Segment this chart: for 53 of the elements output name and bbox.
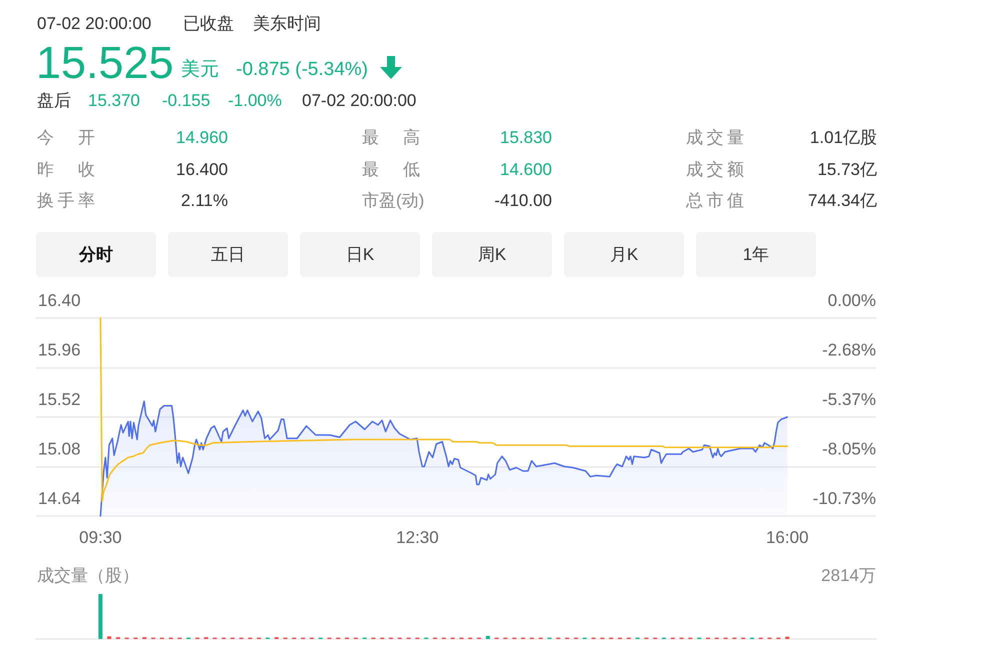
- text: 周K: [432, 232, 552, 277]
- text: 15.370: [88, 90, 140, 110]
- y-tick-label: 15.52: [38, 390, 81, 409]
- text: 最 低: [362, 160, 420, 178]
- text: 07-02 20:00:00: [37, 14, 152, 32]
- text: 14.960: [176, 128, 228, 146]
- text: 16.400: [176, 160, 228, 178]
- bar: [98, 594, 102, 639]
- text: 分时: [36, 232, 156, 277]
- bar: [486, 636, 490, 639]
- y-tick-label: 15.08: [38, 440, 81, 458]
- text: 美东时间: [253, 14, 321, 32]
- text: 换手率: [37, 190, 95, 210]
- bar: [107, 636, 112, 639]
- x-tick-label: 12:30: [396, 528, 439, 547]
- y-tick-label: 15.96: [38, 340, 81, 360]
- text: 五日: [168, 232, 288, 277]
- text: 15.525: [36, 36, 174, 88]
- text: 美元: [181, 58, 219, 80]
- x-tick-label: 09:30: [79, 528, 122, 547]
- y-tick-label: 16.40: [38, 291, 81, 310]
- text: 1.01亿股: [810, 128, 877, 146]
- x-tick-label: 16:00: [766, 528, 809, 547]
- text: 今 开: [37, 128, 95, 146]
- text: 1年: [696, 232, 816, 277]
- text: 昨 收: [37, 160, 95, 178]
- text: 14.600: [500, 160, 552, 178]
- y-tick-label: 14.64: [38, 489, 81, 508]
- text: 最 高: [362, 128, 420, 146]
- text: 07-02 20:00:00: [302, 90, 416, 110]
- y-axis-title: 成交量（股）: [37, 566, 139, 585]
- y2-tick-label: -10.73%: [812, 489, 876, 508]
- text: 15.830: [500, 128, 552, 146]
- y2-tick-label: -8.05%: [822, 440, 876, 459]
- text: -0.875 (-5.34%): [236, 58, 368, 80]
- text: 已收盘: [183, 14, 234, 32]
- text: -0.155: [162, 90, 210, 110]
- text: 成交额: [686, 160, 744, 178]
- text: 盘后: [37, 90, 71, 110]
- text: 744.34亿: [808, 190, 877, 210]
- text: 市盈(动): [362, 190, 424, 210]
- text: 日K: [300, 232, 420, 277]
- text: 15.73亿: [817, 160, 877, 178]
- text: 总市值: [686, 190, 744, 210]
- text: 2814万: [821, 566, 876, 585]
- text: 成交量: [686, 128, 744, 146]
- text: 月K: [564, 232, 684, 277]
- y2-tick-label: 0.00%: [828, 291, 876, 310]
- text: 2.11%: [181, 190, 228, 210]
- text: -1.00%: [228, 90, 282, 110]
- text: -410.00: [494, 190, 552, 210]
- y2-tick-label: -5.37%: [822, 390, 876, 410]
- y2-tick-label: -2.68%: [822, 340, 876, 360]
